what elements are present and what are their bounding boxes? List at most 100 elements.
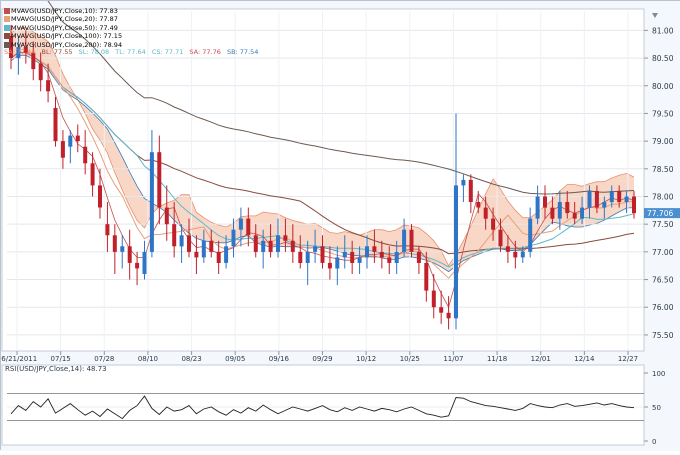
price-axis: 81.00 80.50 80.00 79.50 79.00 78.50 78.00 77.50… <box>644 26 680 340</box>
candle-body <box>594 191 599 208</box>
candle-body <box>253 235 258 252</box>
price-tick-label: 76.50 <box>652 276 674 285</box>
date-tick-label: 12/27 <box>618 355 638 363</box>
candle-body <box>342 251 347 258</box>
ichimoku-tl: TL: 77.64 <box>115 48 146 56</box>
candle-body <box>313 246 318 252</box>
candle-body <box>350 251 355 263</box>
date-tick-label: 10/25 <box>400 355 420 363</box>
rsi-line <box>10 395 635 420</box>
candle-body <box>491 218 496 230</box>
candle-body <box>187 235 191 252</box>
ichimoku-bl: BL: 77.55 <box>41 48 73 56</box>
candle-body <box>231 229 236 247</box>
candle-body <box>164 207 169 225</box>
candle-body <box>276 235 280 252</box>
moving-average-legend: MVAVG(USD/JPY,Close,10): 77.83 MVAVG(USD… <box>4 7 122 49</box>
candle-body <box>112 235 117 252</box>
candle-body <box>387 257 392 263</box>
candle-body <box>46 80 51 92</box>
candle-body <box>402 229 407 252</box>
date-tick-label: 12/14 <box>574 355 595 363</box>
candle-body <box>16 47 21 59</box>
candle-body <box>483 207 488 219</box>
ichimoku-sa2: SA: 77.76 <box>189 48 221 56</box>
candle-body <box>424 262 429 291</box>
candle-body <box>520 251 525 258</box>
rsi-indicator: RSI(USD/JPY,Close,14): 48.73 100 50 0 <box>5 365 665 446</box>
rsi-tick-label: 0 <box>652 438 656 446</box>
candle-body <box>416 251 421 263</box>
ichimoku-sa: SA: 77.44 <box>4 48 36 56</box>
candle-body <box>454 185 458 319</box>
candle-body <box>617 191 622 203</box>
price-tick-label: 79.50 <box>652 109 674 118</box>
candle-body <box>431 290 436 308</box>
candle-body <box>461 179 466 186</box>
candle-body <box>216 251 221 263</box>
candle-body <box>550 207 555 219</box>
last-price-label: 77.706 <box>647 209 673 218</box>
candle-body <box>238 218 243 230</box>
price-tick-label: 78.00 <box>652 192 674 201</box>
candle-body <box>120 246 125 252</box>
candle-body <box>298 251 303 263</box>
price-tick-label: 81.00 <box>652 26 674 35</box>
candle-body <box>135 262 140 269</box>
ichimoku-sl: SL: 78.08 <box>78 48 110 56</box>
date-tick-label: 07/15 <box>51 355 71 363</box>
candle-body <box>172 224 177 247</box>
candle-body <box>31 52 36 70</box>
candle-body <box>224 246 229 263</box>
rsi-tick-label: 100 <box>652 370 665 378</box>
price-tick-label: 76.00 <box>652 303 674 312</box>
rsi-panel <box>1 364 645 446</box>
date-tick-label: 07/28 <box>94 355 114 363</box>
date-tick-label: 06/21/2011 <box>1 355 37 363</box>
candle-body <box>194 251 199 258</box>
candle-body <box>587 191 592 208</box>
candle-body <box>505 246 510 252</box>
legend-item-ma20: MVAVG(USD/JPY,Close,20): 77.87 <box>4 15 122 23</box>
price-tick-label: 80.00 <box>652 82 674 91</box>
candle-body <box>261 240 266 252</box>
date-tick-label: 09/16 <box>269 355 290 363</box>
candle-body <box>142 251 147 274</box>
candle-body <box>60 141 65 158</box>
date-tick-label: 11/18 <box>487 355 507 363</box>
candle-body <box>179 235 184 247</box>
scroll-arrow <box>652 13 658 18</box>
ichimoku-cs: CS: 77.71 <box>151 48 184 56</box>
candle-body <box>513 251 518 258</box>
candle-body <box>246 218 251 236</box>
price-tick-label: 77.50 <box>652 220 674 229</box>
ichimoku-sb: SB: 77.54 <box>226 48 259 56</box>
legend-item-ma200: MVAVG(USD/JPY,Close,200): 78.94 <box>4 41 122 49</box>
candle-body <box>535 196 540 219</box>
grid <box>7 11 644 351</box>
candle-body <box>320 246 325 263</box>
candle-body <box>439 307 444 313</box>
price-tick-label: 79.00 <box>652 137 674 146</box>
candle-body <box>83 146 88 164</box>
candle-body <box>305 251 310 263</box>
candle-body <box>624 196 629 202</box>
candles <box>9 24 636 330</box>
candle-body <box>268 240 273 252</box>
candle-body <box>372 246 377 252</box>
candle-body <box>394 251 399 263</box>
ma200-line <box>45 0 635 195</box>
candle-body <box>498 229 503 247</box>
candle-body <box>580 207 585 219</box>
price-tick-label: 75.50 <box>652 331 674 340</box>
candle-body <box>379 251 384 258</box>
candle-body <box>98 185 102 208</box>
legend-item-ma50: MVAVG(USD/JPY,Close,50): 77.49 <box>4 24 122 32</box>
candle-body <box>565 202 570 214</box>
candle-body <box>468 179 473 202</box>
date-tick-label: 10/12 <box>356 355 376 363</box>
price-tick-label: 80.50 <box>652 54 674 63</box>
candle-body <box>543 196 547 208</box>
candle-body <box>209 240 214 252</box>
